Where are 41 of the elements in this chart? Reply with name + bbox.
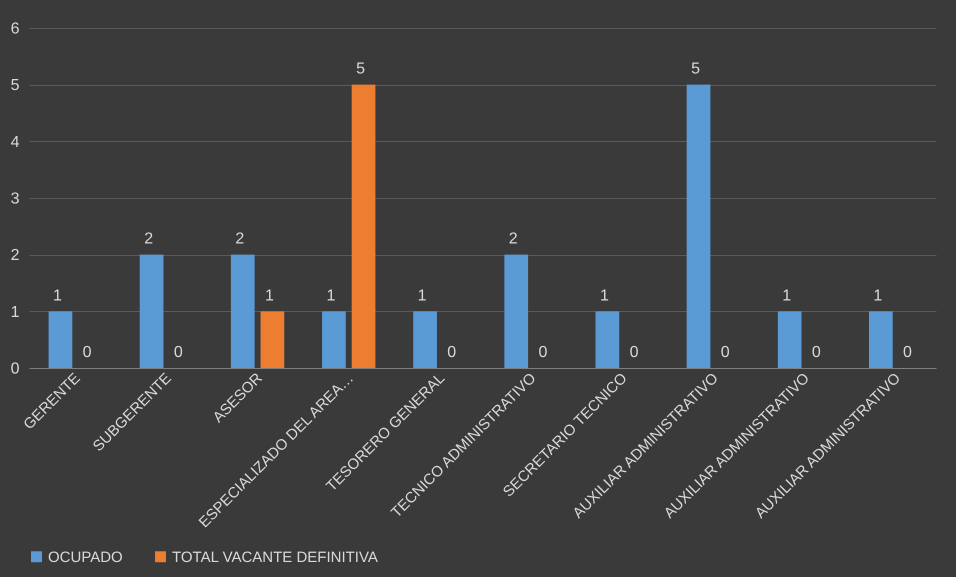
data-label: 2 bbox=[235, 230, 244, 248]
y-tick-label: 2 bbox=[10, 247, 20, 264]
bar bbox=[686, 84, 710, 368]
legend-label: OCUPADO bbox=[48, 548, 123, 566]
data-label: 1 bbox=[418, 287, 427, 304]
bar bbox=[48, 311, 72, 368]
data-label: 0 bbox=[630, 344, 639, 361]
bar bbox=[140, 254, 164, 368]
y-tick-label: 3 bbox=[10, 190, 20, 208]
data-label: 0 bbox=[82, 344, 92, 361]
y-tick-label: 1 bbox=[10, 304, 20, 321]
data-label: 1 bbox=[326, 287, 336, 304]
data-label: 2 bbox=[144, 230, 154, 248]
bar bbox=[778, 311, 802, 368]
bar bbox=[413, 311, 437, 368]
data-label: 1 bbox=[264, 287, 274, 304]
bar bbox=[596, 311, 620, 368]
bar bbox=[352, 84, 376, 368]
bar bbox=[230, 254, 255, 368]
data-label: 0 bbox=[447, 344, 456, 361]
data-label: 1 bbox=[600, 287, 609, 304]
data-label: 1 bbox=[782, 287, 792, 304]
bar bbox=[260, 311, 284, 368]
data-label: 0 bbox=[174, 344, 183, 361]
bar bbox=[504, 254, 528, 368]
data-label: 1 bbox=[873, 287, 882, 304]
data-label: 0 bbox=[812, 344, 821, 361]
y-tick-label: 5 bbox=[10, 77, 20, 94]
data-label: 0 bbox=[903, 344, 912, 361]
data-label: 2 bbox=[508, 230, 518, 248]
data-label: 1 bbox=[53, 287, 62, 304]
bar bbox=[869, 311, 893, 368]
y-tick-label: 0 bbox=[10, 360, 20, 378]
legend-label: TOTAL VACANTE DEFINITIVA bbox=[172, 548, 378, 566]
bar bbox=[322, 311, 346, 368]
y-tick-label: 4 bbox=[10, 134, 20, 151]
data-label: 5 bbox=[691, 60, 700, 78]
data-label: 0 bbox=[538, 344, 548, 361]
y-tick-label: 6 bbox=[10, 20, 20, 38]
data-label: 5 bbox=[356, 60, 366, 78]
data-label: 0 bbox=[720, 344, 730, 361]
